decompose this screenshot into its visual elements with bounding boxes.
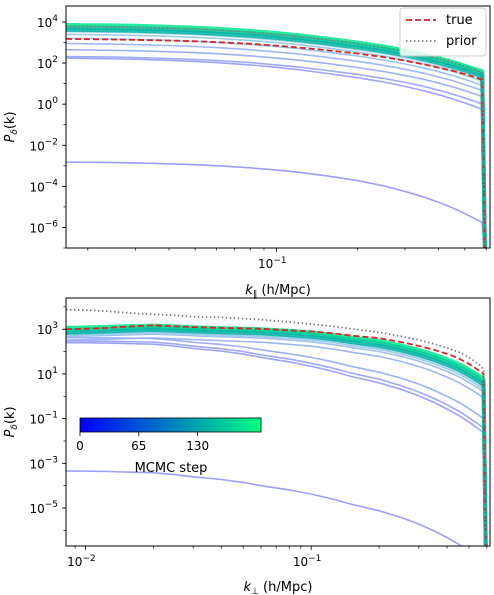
top-axes-frame (65, 5, 491, 249)
bottom-y-axis-label: Pδ(k) (3, 406, 20, 437)
colorbar-tick-label: 0 (76, 439, 84, 453)
mcmc-sample-line (66, 341, 487, 546)
top-plot-area (66, 22, 487, 248)
mcmc-sample-line (66, 30, 486, 248)
top-y-axis-label: Pδ(k) (3, 111, 20, 142)
mcmc-sample-line (66, 330, 487, 546)
mcmc-sample-line (66, 37, 486, 248)
mcmc-band-line (66, 25, 487, 248)
mcmc-sample-line (66, 333, 487, 546)
top-x-axis-label: k∥ (h/Mpc) (245, 283, 311, 300)
legend-box (399, 7, 487, 57)
mcmc-band-line (66, 22, 487, 248)
mcmc-sample-line (66, 42, 486, 248)
mcmc-band-line (66, 27, 487, 248)
colorbar: 0 65 130 MCMC step (76, 417, 262, 476)
mcmc-sample-line (66, 470, 463, 546)
mcmc-sample-line (66, 336, 487, 546)
colorbar-label: MCMC step (135, 461, 208, 476)
mcmc-sample-line (66, 48, 486, 248)
y-tick-label: 104 (37, 14, 58, 30)
mcmc-sample-line (66, 55, 486, 248)
colorbar-tick-label: 65 (131, 439, 146, 453)
y-tick-label: 103 (37, 321, 58, 337)
bottom-ticks: 10−2 10−1 103 101 10−1 10−3 10−5 (29, 306, 488, 569)
colorbar-tick-label: 130 (186, 439, 209, 453)
bottom-axes-frame (65, 297, 491, 547)
prior-series-line (66, 25, 486, 248)
x-tick-label: 10−1 (293, 554, 322, 569)
y-tick-label: 10−3 (29, 455, 58, 471)
mcmc-sample-line (66, 161, 485, 248)
mcmc-sample-line (66, 340, 487, 546)
y-tick-label: 10−2 (29, 137, 58, 153)
y-tick-label: 10−1 (29, 411, 58, 427)
bottom-panel: 10−2 10−1 103 101 10−1 10−3 10−5 k⊥ (h/Mpc) Pδ… (3, 297, 491, 595)
x-tick-label: 10−2 (67, 554, 96, 569)
y-tick-label: 101 (37, 366, 58, 382)
x-tick-label: 10−1 (258, 256, 287, 271)
legend-true-label: true (446, 13, 473, 28)
y-tick-label: 10−4 (29, 178, 58, 194)
top-ticks: 10−1 104 102 100 10−2 10−4 10−6 (29, 14, 487, 271)
mcmc-band-line (66, 327, 488, 546)
mcmc-band-line (66, 325, 488, 546)
mcmc-sample-line (66, 33, 486, 248)
y-tick-label: 10−5 (29, 500, 58, 516)
legend: true prior (399, 7, 487, 57)
prior-series-line (66, 308, 487, 546)
bottom-plot-area (66, 308, 488, 546)
mcmc-sample-line (66, 331, 487, 546)
legend-prior-label: prior (446, 34, 477, 49)
mcmc-sample-line (66, 337, 487, 546)
y-tick-label: 102 (37, 55, 58, 71)
y-tick-label: 100 (37, 96, 58, 112)
y-tick-label: 10−6 (29, 219, 58, 235)
mcmc-sample-line (66, 57, 486, 248)
true-series-line (66, 324, 487, 546)
top-panel: 10−1 104 102 100 10−2 10−4 10−6 k∥ (h/Mpc) Pδ(… (3, 5, 491, 300)
colorbar-ticks: 0 65 130 (76, 432, 209, 453)
bottom-x-axis-label: k⊥ (h/Mpc) (244, 580, 313, 595)
colorbar-gradient (79, 417, 262, 433)
true-series-line (66, 38, 486, 248)
mcmc-band-line (66, 323, 488, 546)
